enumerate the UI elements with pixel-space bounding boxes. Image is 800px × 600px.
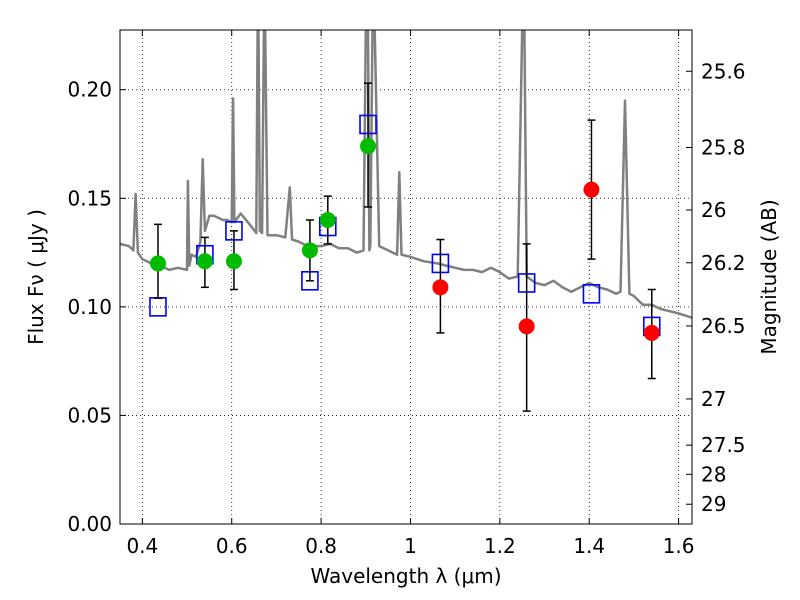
- x-axis-label: Wavelength λ (μm): [310, 564, 501, 588]
- y-tick-label: 0.05: [67, 403, 112, 427]
- observed-point: [643, 324, 660, 341]
- right-tick-label: 25.6: [701, 59, 746, 83]
- y-tick-label: 0.20: [67, 78, 112, 102]
- x-tick-label: 1.6: [663, 534, 695, 558]
- observed-point: [149, 255, 166, 272]
- model-series: [149, 114, 661, 337]
- observed-point: [432, 279, 449, 296]
- y-tick-label: 0.15: [67, 186, 112, 210]
- right-tick-label: 25.8: [701, 135, 746, 159]
- observed-point: [196, 253, 213, 270]
- x-tick-label: 1.4: [573, 534, 605, 558]
- x-tick-label: 1: [404, 534, 417, 558]
- x-tick-label: 0.8: [305, 534, 337, 558]
- y-tick-label: 0.00: [67, 512, 112, 536]
- right-axis-label: Magnitude (AB): [757, 199, 781, 354]
- observed-series: [149, 82, 660, 412]
- y-axis-label: Flux Fν ( μJy ): [24, 209, 48, 345]
- observed-point: [518, 318, 535, 335]
- observed-point: [360, 138, 377, 155]
- right-tick-label: 28: [701, 462, 726, 486]
- right-tick-label: 26.5: [701, 314, 746, 338]
- observed-point: [225, 253, 242, 270]
- observed-point: [583, 181, 600, 198]
- grid: [120, 30, 692, 525]
- model-square: [582, 284, 601, 304]
- y-tick-label: 0.10: [67, 295, 112, 319]
- plot-frame: [119, 29, 693, 525]
- x-tick-label: 1.2: [484, 534, 516, 558]
- axes: 0.4 0.6 0.8 1 1.2 1.4 1.6 0.00 0.05 0.10 0.15 0.20 2…: [67, 30, 746, 558]
- spectrum-line: [120, 30, 692, 319]
- x-tick-label: 0.4: [126, 534, 158, 558]
- observed-point: [319, 212, 336, 228]
- right-tick-label: 26: [701, 198, 726, 222]
- spectrum-series: [120, 30, 692, 319]
- x-tick-label: 0.6: [216, 534, 248, 558]
- observed-point: [301, 242, 318, 259]
- right-tick-label: 26.2: [701, 251, 746, 275]
- right-tick-label: 29: [701, 492, 726, 516]
- right-tick-label: 27: [701, 387, 726, 411]
- right-tick-label: 27.5: [701, 433, 746, 457]
